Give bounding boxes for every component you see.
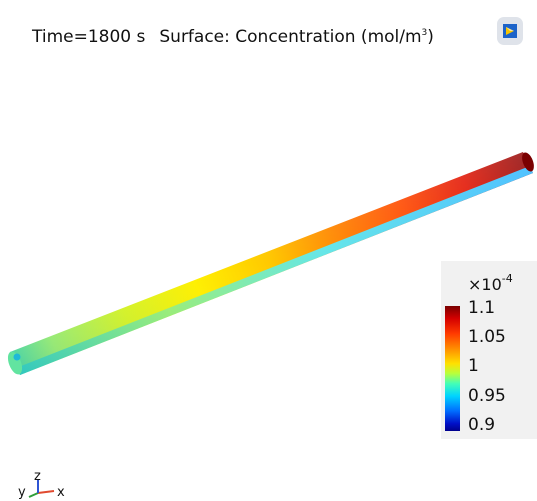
- unit-exponent: 3: [421, 28, 428, 38]
- axis-y-line: [28, 492, 39, 498]
- colorbar-tick-label: 1.05: [468, 327, 506, 347]
- axis-x-label: x: [57, 485, 65, 500]
- comsol-logo-icon[interactable]: [497, 17, 523, 45]
- unit-close: ): [427, 27, 434, 47]
- colorbar-tick-label: 1.1: [468, 298, 496, 318]
- axis-x-line: [37, 490, 55, 494]
- cylinder-end-cap-right: [522, 152, 534, 172]
- axis-z-label: z: [34, 469, 41, 484]
- colorbar-gradient: [445, 306, 460, 431]
- colorbar-tick-label: 0.9: [468, 415, 496, 435]
- color-legend: ×10-4 1.1 1.05 1 0.95 0.9: [441, 261, 537, 439]
- colorbar-multiplier: ×10-4: [468, 272, 513, 294]
- cylinder-shading: [10, 152, 533, 375]
- cylinder-end-spot: [13, 353, 21, 361]
- axis-triad: z y x: [18, 469, 65, 500]
- surface-label: Surface: Concentration (mol/m: [159, 27, 422, 47]
- colorbar-tick-label: 0.95: [468, 386, 506, 406]
- time-label: Time=1800 s: [32, 27, 146, 47]
- plot-title: Time=1800 s Surface: Concentration (mol/m…: [32, 27, 434, 47]
- colorbar-multiplier-exponent: -4: [501, 272, 513, 285]
- axis-y-label: y: [18, 485, 26, 500]
- colorbar-tick-label: 1: [468, 356, 479, 376]
- colorbar-multiplier-base: ×10: [468, 275, 502, 294]
